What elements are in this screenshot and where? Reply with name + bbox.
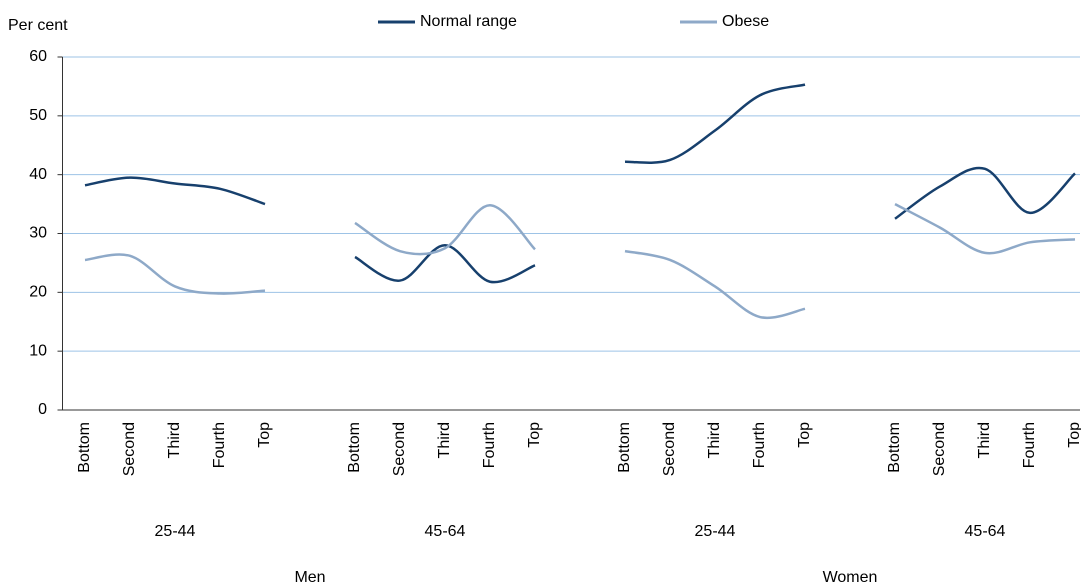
series-line [84,176,266,206]
x-tick-label: Top [256,422,273,448]
panel-label: Men [294,569,325,586]
x-tick-label: Bottom [616,422,633,473]
group-label: 25-44 [155,523,196,540]
x-tick-label: Fourth [751,422,768,468]
x-tick-label: Third [976,422,993,458]
y-axis-label: Per cent [8,17,68,34]
y-tick-label: 0 [38,401,47,418]
series-line [624,249,806,320]
legend-label: Normal range [420,13,517,30]
group-label: 45-64 [965,523,1006,540]
x-tick-label: Bottom [76,422,93,473]
group-label: 25-44 [695,523,736,540]
series-line [354,204,536,256]
x-tick-label: Third [436,422,453,458]
y-tick-label: 30 [29,225,47,242]
group-label: 45-64 [425,523,466,540]
series-line [894,166,1076,220]
x-tick-label: Second [931,422,948,476]
x-tick-label: Second [391,422,408,476]
series-line [84,253,266,295]
y-tick-label: 10 [29,342,47,359]
x-tick-label: Fourth [211,422,228,468]
y-tick-label: 50 [29,107,47,124]
series-line [354,244,536,284]
y-tick-label: 40 [29,166,47,183]
x-tick-label: Top [796,422,813,448]
legend-label: Obese [722,13,769,30]
x-tick-label: Fourth [1021,422,1038,468]
y-tick-label: 60 [29,48,47,65]
x-tick-label: Bottom [886,422,903,473]
x-tick-label: Fourth [481,422,498,468]
series-line [624,83,806,164]
panel-label: Women [823,569,878,586]
x-tick-label: Second [661,422,678,476]
series-line [894,202,1076,255]
y-tick-label: 20 [29,284,47,301]
x-tick-label: Top [1066,422,1081,448]
x-tick-label: Top [526,422,543,448]
x-tick-label: Third [166,422,183,458]
x-tick-label: Second [121,422,138,476]
x-tick-label: Third [706,422,723,458]
x-tick-label: Bottom [346,422,363,473]
